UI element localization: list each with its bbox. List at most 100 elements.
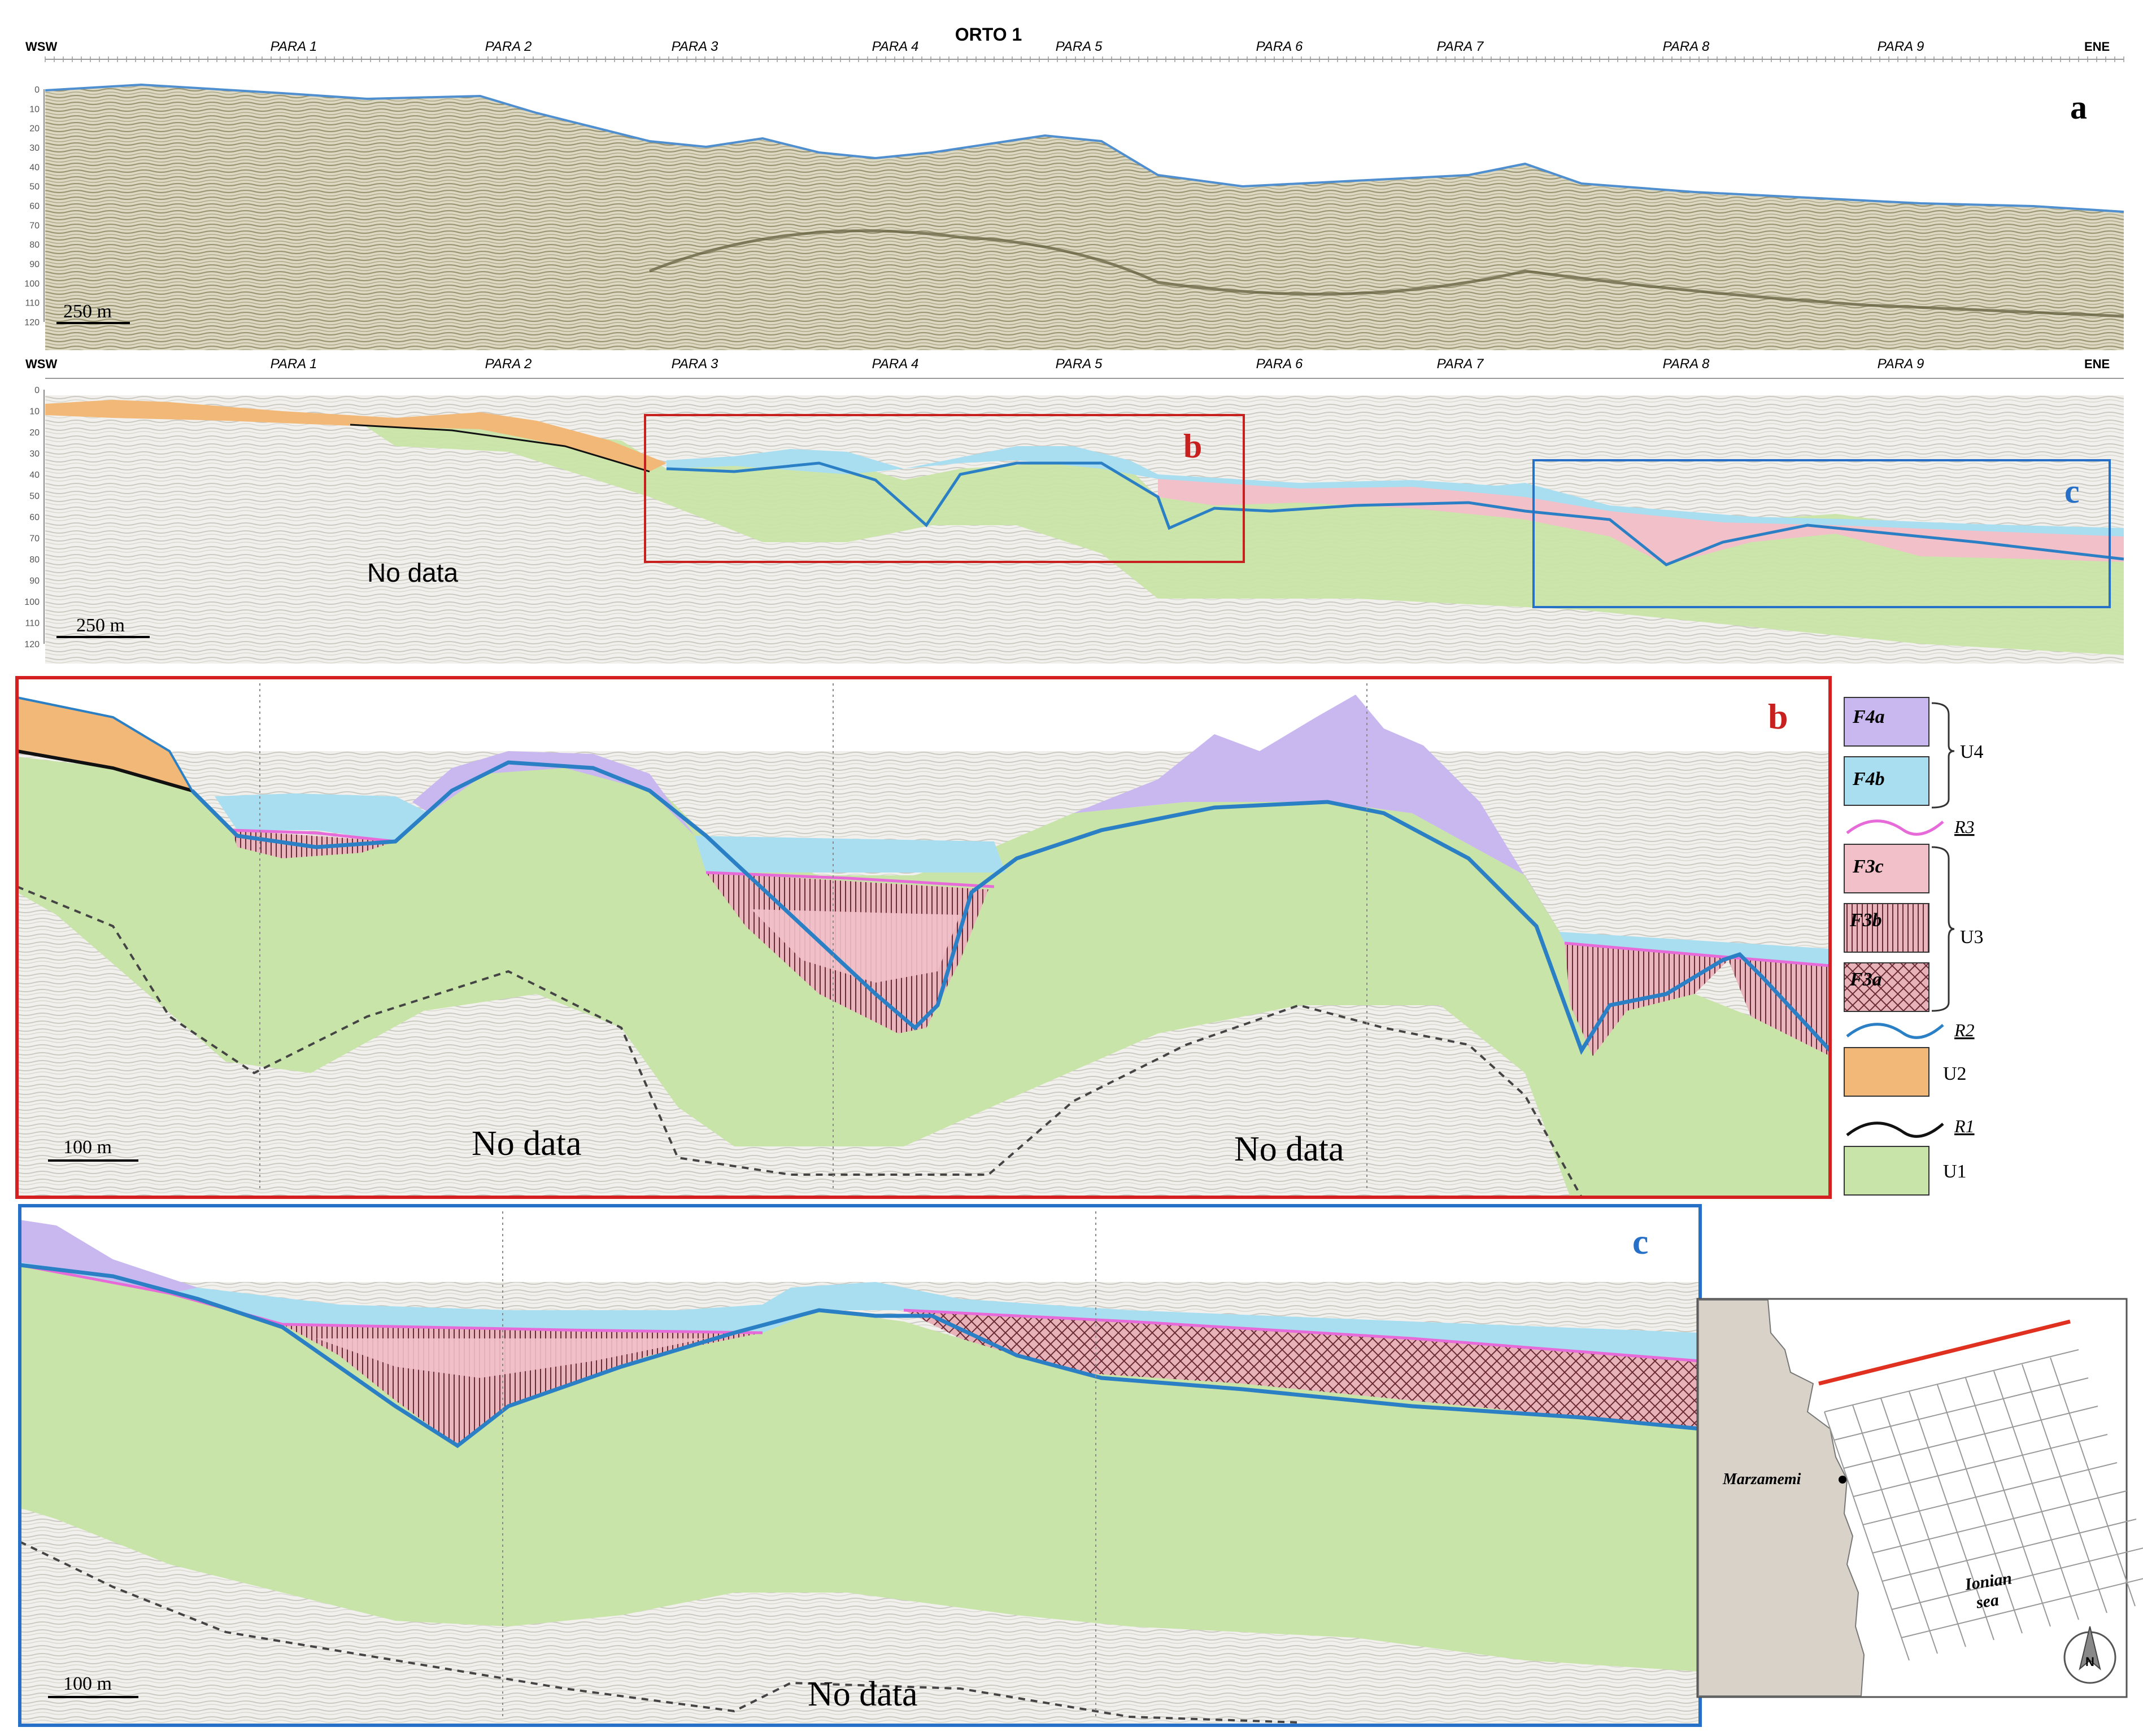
panel-c-sky (20, 1206, 1700, 1282)
depth-tick-label: 100 (24, 597, 40, 607)
grid-line (1993, 1371, 2079, 1620)
grid-line (1881, 1519, 2137, 1582)
grid-line (1909, 1391, 1994, 1641)
compass-letter: N (2085, 1655, 2094, 1669)
panel-b-frame (15, 676, 1832, 1199)
depth-tick-label: 10 (29, 104, 40, 114)
depth-tick-label: 90 (29, 260, 40, 269)
depth-tick-label: 40 (29, 470, 40, 480)
para-labels-overview: PARA 1 PARA 2 PARA 3 PARA 4 PARA 5 PARA 6 PARA… (271, 356, 1924, 372)
unit-f4b-b (215, 793, 429, 841)
grid-line (2050, 1357, 2136, 1607)
unit-f4b-c (20, 1240, 1700, 1361)
legend-line-r1 (1846, 1122, 1944, 1138)
seafloor-a (45, 83, 2124, 213)
unit-f4a-b2 (1005, 695, 1559, 932)
no-data-c: No data (808, 1675, 918, 1713)
unit-u1-c (20, 1265, 1700, 1672)
legend-swatch-f3c (1844, 844, 1929, 893)
depth-tick-label: 60 (29, 513, 40, 522)
para-label: PARA 2 (485, 39, 532, 54)
depth-tick-label: 110 (25, 299, 40, 308)
grid-line (1853, 1434, 2108, 1497)
legend-u2: U2 (1943, 1063, 1967, 1084)
depth-tick-label: 120 (24, 318, 40, 328)
ruler-ticks-a (45, 56, 2124, 62)
unit-f4a-c (20, 1220, 198, 1293)
box-b-overview (644, 414, 1245, 563)
para-label: PARA 7 (1437, 39, 1484, 54)
scale-label-c: 100 m (63, 1673, 112, 1694)
depth-tick-label: 90 (29, 577, 40, 586)
para-labels-a: PARA 1 PARA 2 PARA 3 PARA 4 PARA 5 PARA 6 PARA… (271, 39, 1924, 54)
depth-tick-label: 50 (29, 182, 40, 192)
legend-f4a: F4a (1852, 706, 1885, 727)
box-c-letter: c (2064, 473, 2080, 510)
no-data-b1: No data (472, 1124, 582, 1163)
para-label: PARA 6 (1256, 356, 1303, 372)
depth-tick-label: 60 (29, 202, 40, 211)
depth-tick-label: 50 (29, 492, 40, 501)
legend-line-r2 (1846, 1023, 1944, 1039)
legend-r3: R3 (1954, 817, 1975, 837)
grid-line (1901, 1578, 2143, 1638)
grid-line (1824, 1411, 1910, 1661)
legend-swatch-f4b (1844, 756, 1929, 806)
panel-b-sky (17, 678, 1830, 751)
panel-a-letter: a (2070, 89, 2087, 126)
para-label: PARA 5 (1056, 39, 1103, 54)
depth-tick-label: 0 (34, 85, 40, 95)
legend-swatch-u1 (1844, 1146, 1929, 1196)
box-b-letter: b (1183, 428, 1202, 465)
unit-f3a-c (904, 1310, 1700, 1429)
scale-label-b: 100 m (63, 1137, 112, 1158)
para-label: PARA 9 (1878, 356, 1924, 372)
ene-label-o: ENE (2084, 357, 2110, 371)
para-label: PARA 1 (271, 356, 317, 372)
legend-f3c: F3c (1852, 856, 1884, 877)
grid-line (1862, 1462, 2118, 1525)
location-map: Marzamemi Ionian sea N (1696, 1298, 2143, 1698)
para-label: PARA 4 (872, 39, 919, 54)
depth-axis-overview: 0 10 20 30 40 50 60 70 80 90 100 110 120 (24, 386, 45, 649)
wsw-label-a: WSW (25, 40, 57, 54)
unit-f4b-b3 (1559, 932, 1830, 966)
box-c-overview (1532, 459, 2111, 608)
legend-brace-u4 (1931, 702, 1955, 809)
depth-tick-label: 20 (29, 124, 40, 134)
compass-icon: N (2063, 1626, 2116, 1684)
seafloor-r-b (16, 696, 193, 791)
panel-b: No data No data 100 m b (15, 676, 1832, 1199)
legend-f3a: F3a (1849, 969, 1882, 990)
grid-line (1843, 1406, 2098, 1469)
grid-line (1891, 1547, 2143, 1610)
panel-overview: WSW ENE PARA 1 PARA 2 PARA 3 PARA 4 PARA 5 PA… (24, 356, 2124, 664)
legend-r2: R2 (1954, 1020, 1975, 1040)
legend-u3: U3 (1960, 927, 1984, 948)
grid-line (1937, 1384, 2023, 1634)
legend-swatch-f3b (1844, 903, 1929, 953)
para-label: PARA 8 (1663, 39, 1710, 54)
panel-c: No data 100 m c (18, 1204, 1702, 1727)
para-label: PARA 8 (1663, 356, 1710, 372)
reflector-r1-overview (350, 424, 650, 473)
unit-f4-overview (667, 446, 2124, 536)
unit-f3-overview (1158, 477, 2124, 565)
depth-tick-label: 80 (29, 555, 40, 565)
grid-line (1872, 1490, 2127, 1554)
reflector-r3-c2 (903, 1308, 1701, 1363)
reflector-r1-b (16, 749, 193, 792)
survey-grid (1824, 1349, 2143, 1661)
unit-u2-b (17, 697, 192, 791)
para-label: PARA 1 (271, 39, 317, 54)
legend: F4a F4b U4 R3 F3c F3b F3a U3 R2 U2 R1 U1 (1844, 697, 1984, 1196)
map-sea-2: sea (1975, 1590, 2000, 1612)
grid-line (1833, 1377, 2089, 1441)
unit-f4b-b2 (695, 836, 1005, 873)
para-label: PARA 2 (485, 356, 532, 372)
para-label: PARA 4 (872, 356, 919, 372)
legend-r1: R1 (1954, 1116, 1975, 1136)
reflector-r2-c (19, 1263, 1701, 1449)
legend-f4b: F4b (1852, 769, 1885, 790)
